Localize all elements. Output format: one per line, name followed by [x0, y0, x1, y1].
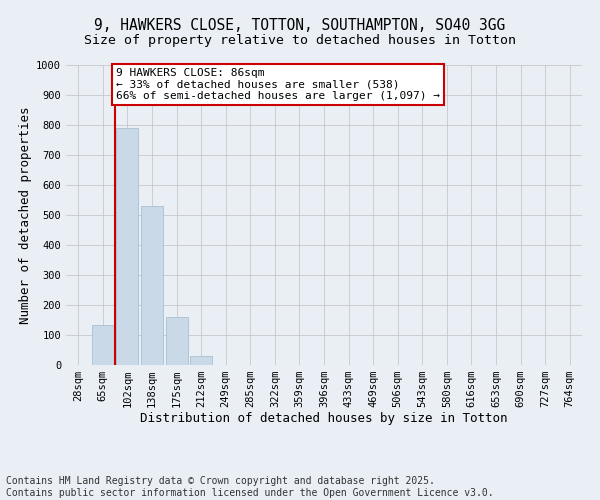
Text: Contains HM Land Registry data © Crown copyright and database right 2025.
Contai: Contains HM Land Registry data © Crown c…	[6, 476, 494, 498]
Bar	[190, 356, 212, 365]
X-axis label: Distribution of detached houses by size in Totton: Distribution of detached houses by size …	[140, 412, 508, 424]
Bar	[141, 206, 163, 365]
Bar	[166, 317, 188, 365]
Text: 9, HAWKERS CLOSE, TOTTON, SOUTHAMPTON, SO40 3GG: 9, HAWKERS CLOSE, TOTTON, SOUTHAMPTON, S…	[94, 18, 506, 32]
Bar	[92, 324, 114, 365]
Text: Size of property relative to detached houses in Totton: Size of property relative to detached ho…	[84, 34, 516, 47]
Text: 9 HAWKERS CLOSE: 86sqm
← 33% of detached houses are smaller (538)
66% of semi-de: 9 HAWKERS CLOSE: 86sqm ← 33% of detached…	[116, 68, 440, 101]
Y-axis label: Number of detached properties: Number of detached properties	[19, 106, 32, 324]
Bar	[116, 128, 139, 365]
